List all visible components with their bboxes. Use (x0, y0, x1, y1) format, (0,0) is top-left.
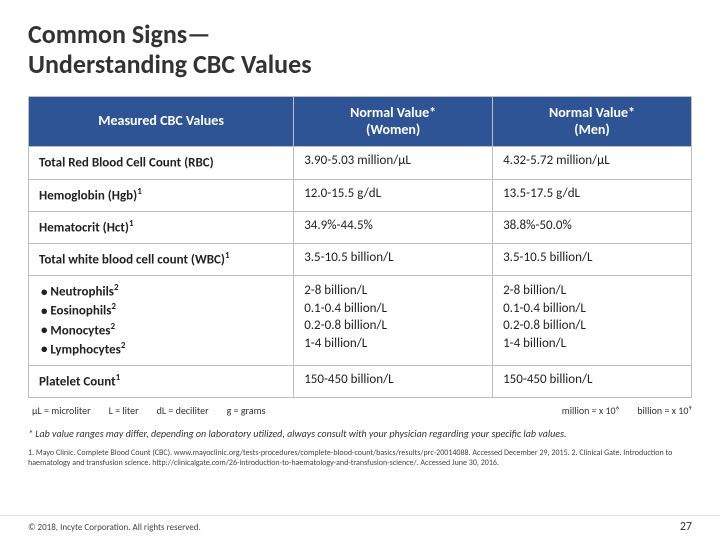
slide-title: Common Signs— Understanding CBC Values (28, 20, 692, 80)
title-line-2: Understanding CBC Values (28, 48, 312, 80)
asterisk-note: * Lab value ranges may differ, depending… (28, 427, 692, 440)
cell-women: 3.5-10.5 billion/L (294, 244, 493, 276)
header-women: Normal Value* (Women) (294, 96, 493, 147)
cell-label: Total Red Blood Cell Count (RBC) (29, 147, 294, 179)
cell-label: Platelet Count1 (29, 366, 294, 398)
table-row: Hemoglobin (Hgb)1 12.0-15.5 g/dL 13.5-17… (29, 179, 692, 211)
cell-label: Hematocrit (Hct)1 (29, 211, 294, 243)
sublist-item: Lymphocytes2 (41, 340, 283, 359)
legend-item: million = x 10⁶ (562, 404, 620, 417)
sublist-item: Monocytes2 (41, 321, 283, 340)
cell-men: 4.32-5.72 million/µL (493, 147, 692, 179)
title-line-1: Common Signs— (28, 18, 211, 50)
sublist-item: Neutrophils2 (41, 282, 283, 301)
cell-label: Hemoglobin (Hgb)1 (29, 179, 294, 211)
cell-men: 13.5-17.5 g/dL (493, 179, 692, 211)
cell-men: 3.5-10.5 billion/L (493, 244, 692, 276)
legend-item: L = liter (109, 404, 139, 417)
legend-item: g = grams (227, 404, 266, 417)
table-row: Total Red Blood Cell Count (RBC) 3.90-5.… (29, 147, 692, 179)
cell-men: 150-450 billion/L (493, 366, 692, 398)
legend-item: µL = microliter (32, 404, 91, 417)
table-row-subcells: Neutrophils2 Eosinophils2 Monocytes2 Lym… (29, 276, 692, 366)
table-row: Total white blood cell count (WBC)1 3.5-… (29, 244, 692, 276)
cell-men: 38.8%-50.0% (493, 211, 692, 243)
header-men: Normal Value* (Men) (493, 96, 692, 147)
legend-item: billion = x 10⁹ (637, 404, 692, 417)
cell-women: 3.90-5.03 million/µL (294, 147, 493, 179)
cell-women: 34.9%-44.5% (294, 211, 493, 243)
legend-row: µL = microliter L = liter dL = deciliter… (28, 404, 692, 417)
sublist-item: Eosinophils2 (41, 301, 283, 320)
table-header-row: Measured CBC Values Normal Value* (Women… (29, 96, 692, 147)
cell-women: 12.0-15.5 g/dL (294, 179, 493, 211)
cell-sublist: Neutrophils2 Eosinophils2 Monocytes2 Lym… (29, 276, 294, 366)
header-measured: Measured CBC Values (29, 96, 294, 147)
cbc-table: Measured CBC Values Normal Value* (Women… (28, 96, 692, 399)
table-row: Platelet Count1 150-450 billion/L 150-45… (29, 366, 692, 398)
cell-women-multi: 2-8 billion/L 0.1-0.4 billion/L 0.2-0.8 … (294, 276, 493, 366)
copyright: © 2018, Incyte Corporation. All rights r… (28, 522, 201, 533)
cell-label: Total white blood cell count (WBC)1 (29, 244, 294, 276)
page-number: 27 (680, 520, 692, 534)
cell-women: 150-450 billion/L (294, 366, 493, 398)
legend-item: dL = deciliter (157, 404, 209, 417)
cell-men-multi: 2-8 billion/L 0.1-0.4 billion/L 0.2-0.8 … (493, 276, 692, 366)
table-row: Hematocrit (Hct)1 34.9%-44.5% 38.8%-50.0… (29, 211, 692, 243)
references: 1. Mayo Clinic. Complete Blood Count (CB… (28, 448, 692, 468)
footer: © 2018, Incyte Corporation. All rights r… (0, 515, 720, 534)
